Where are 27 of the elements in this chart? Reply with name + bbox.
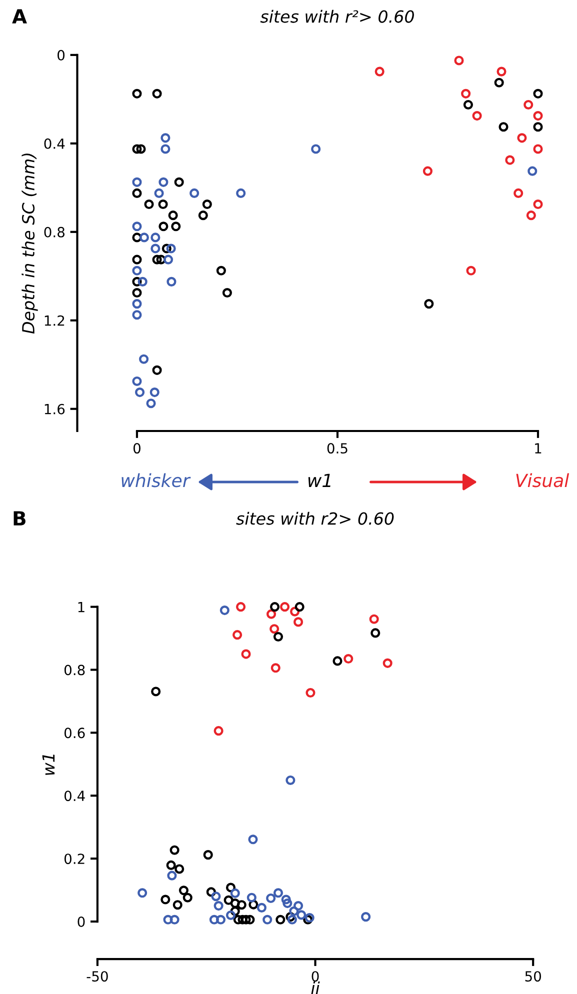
x-tick-label: -50 [86,971,108,982]
x-tick-label: 0 [133,443,140,454]
y-tick-label: 1.2 [44,315,64,326]
x-tick-label: 0 [312,971,319,982]
y-axis-title: Depth in the SC (mm) [22,154,38,334]
y-tick-label: 0 [78,916,85,928]
y-tick-label: 1 [78,602,84,612]
x-axis-title: ii [311,982,320,994]
y-tick-label: 1.6 [44,404,65,414]
chart-title: sites with r2> 0.60 [236,512,394,525]
y-tick-label: 0.6 [64,728,85,738]
x-tick-label: 1 [535,443,542,454]
y-tick-label: 0.4 [64,790,85,802]
y-tick-label: 0.8 [44,226,64,238]
chart-title: sites with r²> 0.60 [260,10,414,23]
y-tick-label: 0.8 [64,664,85,676]
y-tick-label: 0.2 [64,854,84,864]
y-axis-title: w1 [42,754,55,775]
text: B [14,511,26,526]
text: Visual [516,473,570,488]
text: whisker [122,473,191,488]
text: A [12,9,27,24]
x-tick-label: 0.5 [327,443,348,454]
x-axis-title: w1 [308,474,330,487]
y-tick-label: 0 [58,50,65,60]
y-tick-label: 0.4 [44,138,65,149]
x-tick-label: 50 [525,971,542,982]
